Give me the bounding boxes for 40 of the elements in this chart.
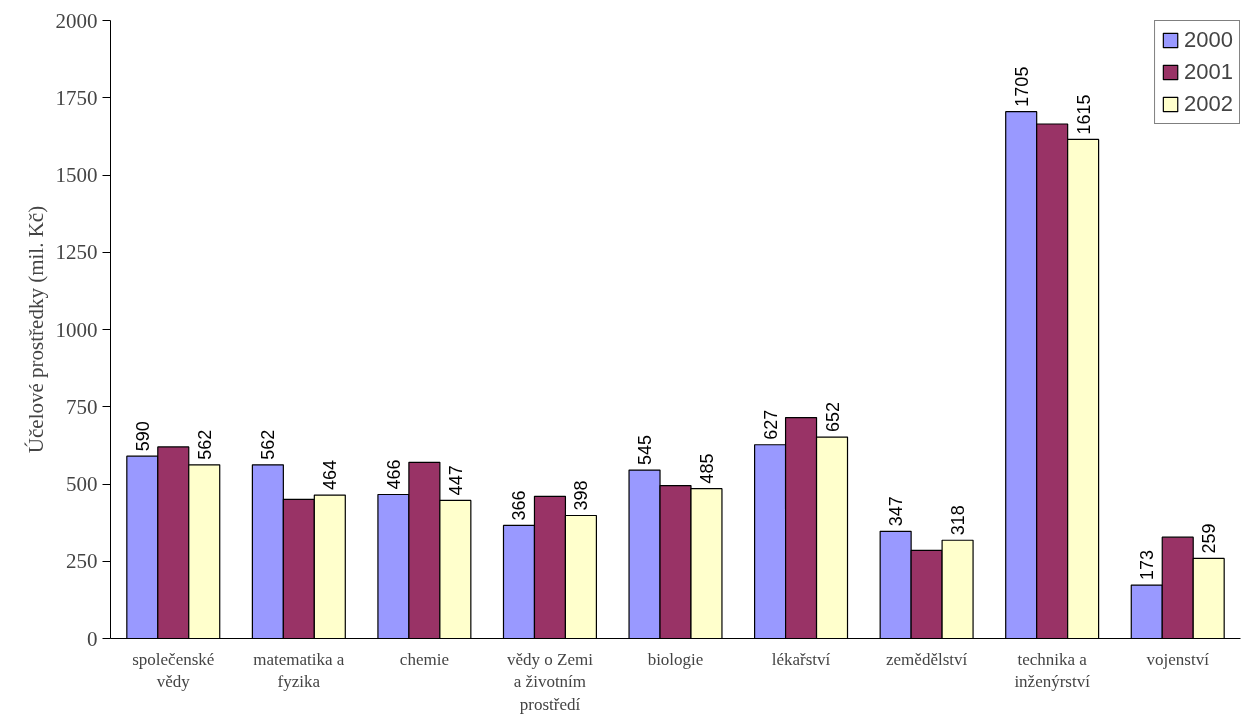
data-label: 562 [258, 429, 279, 460]
x-tick-label: vojenství [1146, 649, 1210, 669]
y-tick-label: 1750 [55, 85, 98, 110]
y-tick-label: 250 [66, 549, 98, 574]
x-tick-label: matematika a fyzika [253, 649, 345, 692]
y-tick-label: 500 [66, 472, 98, 496]
y-tick-label: 1250 [55, 240, 98, 265]
y-tick-label: 0 [87, 626, 98, 651]
data-label: 366 [509, 490, 530, 521]
data-label: 627 [760, 409, 781, 440]
data-label: 259 [1199, 523, 1220, 554]
data-label: 1705 [1011, 66, 1032, 107]
data-label: 347 [886, 496, 907, 527]
x-tick-label: biologie [647, 649, 704, 669]
x-tick-label: společenské vědy [132, 649, 215, 692]
legend-label: 2001 [1184, 59, 1233, 85]
legend-label: 2002 [1184, 91, 1233, 117]
data-label: 545 [635, 435, 656, 466]
x-tick-label: zemědělství [886, 649, 968, 669]
data-label: 398 [571, 480, 592, 511]
y-tick-label: 2000 [55, 8, 98, 33]
y-axis-title: Účelové prostředky (mil. Kč) [23, 205, 48, 454]
data-label: 652 [822, 401, 843, 433]
x-tick-label: technika a inženýrství [1014, 649, 1091, 692]
y-tick-label: 1000 [55, 317, 98, 342]
x-tick-label: vědy o Zemi a životním prostředí [506, 649, 594, 715]
data-label: 562 [194, 429, 215, 460]
y-tick-label: 750 [66, 394, 98, 419]
data-label: 1615 [1073, 94, 1094, 135]
data-label: 485 [696, 453, 717, 484]
data-label: 447 [445, 465, 466, 496]
data-label: 464 [320, 460, 341, 491]
y-tick-label: 1500 [55, 163, 98, 187]
data-label: 590 [132, 421, 153, 452]
x-tick-label: lékařství [771, 649, 831, 669]
legend-label: 2000 [1184, 27, 1233, 53]
data-label: 173 [1137, 550, 1158, 581]
x-tick-label: chemie [399, 649, 449, 669]
data-label: 466 [383, 459, 404, 490]
data-label: 318 [948, 505, 969, 536]
